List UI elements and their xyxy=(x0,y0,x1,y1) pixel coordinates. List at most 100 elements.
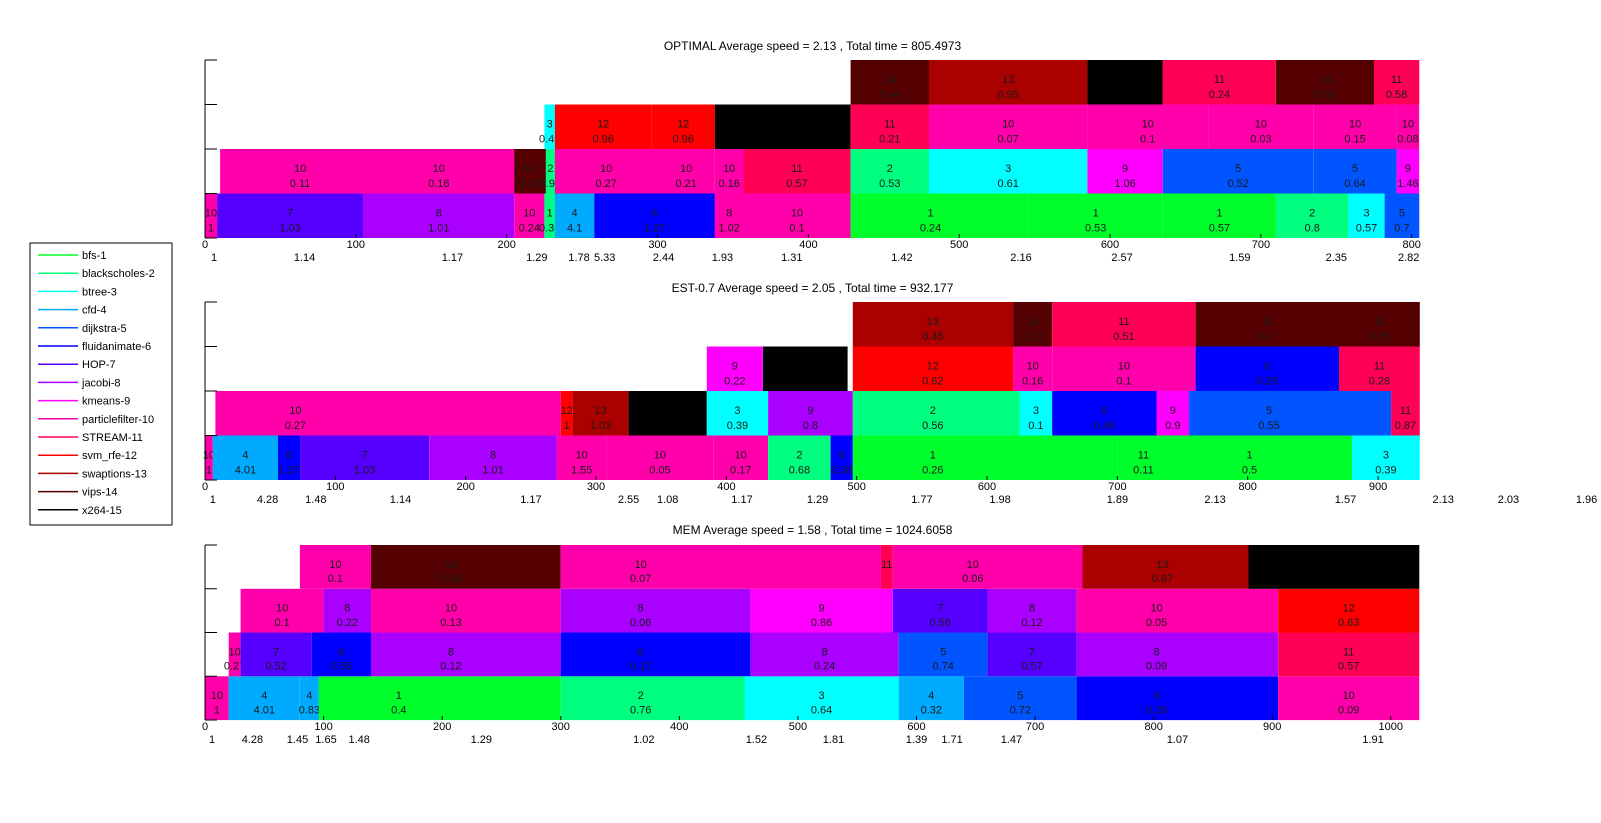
block-label: 10 xyxy=(1118,361,1130,373)
block-lane2-12 xyxy=(1391,391,1420,436)
block-value: 0.9 xyxy=(1165,420,1180,432)
block-lane3-7 xyxy=(1087,104,1209,149)
block-lane1-10 xyxy=(1278,676,1420,721)
block-lane1-3 xyxy=(363,193,515,238)
block-label: 6 xyxy=(1154,690,1160,702)
x-tick-label: 100 xyxy=(314,721,332,733)
block-label: 10 xyxy=(576,450,588,462)
block-lane1-14 xyxy=(1348,193,1385,238)
block-label: 10 xyxy=(294,163,306,175)
block-value: 0.39 xyxy=(727,420,748,432)
speed-label: 1.02 xyxy=(633,734,654,746)
speed-label: 2.55 xyxy=(618,494,639,506)
block-lane4-5 xyxy=(1339,302,1420,347)
block-lane2-3 xyxy=(514,149,546,194)
block-value: 1 xyxy=(206,464,212,476)
block-label: 3 xyxy=(819,690,825,702)
speed-label: 1 xyxy=(209,734,215,746)
block-lane1-9 xyxy=(743,193,851,238)
block-value: 0.53 xyxy=(879,178,900,190)
block-value: 0.45 xyxy=(922,331,943,343)
block-label: 10 xyxy=(635,559,647,571)
block-lane2-4 xyxy=(545,149,555,194)
block-value: 0.27 xyxy=(285,420,306,432)
block-value: 0.21 xyxy=(879,133,900,145)
block-value: 0.4 xyxy=(391,704,406,716)
block-lane3-7 xyxy=(987,588,1077,633)
block-value: 0.57 xyxy=(1209,222,1230,234)
block-value: 0.44 xyxy=(879,89,900,101)
speed-label: 1.29 xyxy=(526,252,547,264)
speed-label: 1.91 xyxy=(1362,734,1383,746)
block-lane3-5 xyxy=(850,104,929,149)
block-value: 0.72 xyxy=(1010,704,1031,716)
x-tick-label: 200 xyxy=(433,721,451,733)
block-lane1-14 xyxy=(1352,435,1420,480)
block-label: 9 xyxy=(732,361,738,373)
block-lane1-3 xyxy=(299,676,319,721)
block-lane2-7 xyxy=(898,632,988,677)
block-lane2-6 xyxy=(657,149,715,194)
block-lane2-13 xyxy=(1313,149,1397,194)
block-value: 0.5 xyxy=(1242,464,1257,476)
speed-label: 1 xyxy=(211,252,217,264)
legend: bfs-1 blackscholes-2 btree-3 cfd-4 dijkstra-… xyxy=(29,242,173,526)
block-lane2-10 xyxy=(929,149,1088,194)
block-label: 3 xyxy=(1033,405,1039,417)
block-lane2-6 xyxy=(768,391,853,436)
legend-label: HOP-7 xyxy=(82,359,116,371)
block-lane2-1 xyxy=(215,391,561,436)
x-tick-label: 0 xyxy=(202,481,208,493)
block-lane4-4 xyxy=(1162,60,1276,105)
block-label: 1 xyxy=(1093,208,1099,220)
block-label: 1 xyxy=(396,690,402,702)
speed-label: 2.57 xyxy=(1111,252,1132,264)
block-value: 0.13 xyxy=(440,617,461,629)
block-label: 3 xyxy=(1363,208,1369,220)
block-lane2-2 xyxy=(560,391,573,436)
block-label: 13 xyxy=(594,405,606,417)
block-lane1-15 xyxy=(1384,193,1420,238)
block-value: 0.24 xyxy=(1209,89,1230,101)
block-label: 14 xyxy=(1373,316,1385,328)
block-value: 0.7 xyxy=(1260,331,1275,343)
block-value: 1 xyxy=(208,222,214,234)
x-tick-label: 100 xyxy=(326,481,344,493)
speed-label: 1.47 xyxy=(1001,734,1022,746)
block-value: 0.12 xyxy=(1021,617,1042,629)
legend-box xyxy=(29,242,173,526)
speed-label: 1.71 xyxy=(941,734,962,746)
block-value: 0.57 xyxy=(1356,222,1377,234)
block-label: 4 xyxy=(572,208,578,220)
block-label: 6 xyxy=(286,450,292,462)
block-lane2-4 xyxy=(628,391,707,436)
block-label: 6 xyxy=(338,646,344,658)
block-label: 3 xyxy=(734,405,740,417)
block-label: 12 xyxy=(927,361,939,373)
speed-label: 1.89 xyxy=(1107,494,1128,506)
block-value: 0.55 xyxy=(331,661,352,673)
block-label: 10 xyxy=(276,603,288,615)
x-tick-label: 700 xyxy=(1026,721,1044,733)
speed-label: 1.14 xyxy=(390,494,411,506)
block-value: 0.07 xyxy=(997,133,1018,145)
block-label: 4 xyxy=(928,690,934,702)
block-lane1-1 xyxy=(205,193,218,238)
block-lane4-4 xyxy=(880,545,893,589)
block-lane3-6 xyxy=(892,588,988,633)
block-value: 0.74 xyxy=(932,661,953,673)
block-label: 10 xyxy=(228,646,240,658)
block-label: 14 xyxy=(524,163,536,175)
block-lane3-1 xyxy=(706,346,763,391)
block-value: 0.86 xyxy=(811,617,832,629)
block-label: 7 xyxy=(273,646,279,658)
speed-label: 1.57 xyxy=(1335,494,1356,506)
block-lane1-7 xyxy=(606,435,714,480)
block-label: 8 xyxy=(1154,646,1160,658)
legend-label: svm_rfe-12 xyxy=(82,450,137,462)
x-tick-label: 400 xyxy=(717,481,735,493)
x-tick-label: 300 xyxy=(648,239,666,251)
speed-label: 1.48 xyxy=(348,734,369,746)
block-value: 0.22 xyxy=(337,617,358,629)
block-label: 6 xyxy=(1101,405,1107,417)
